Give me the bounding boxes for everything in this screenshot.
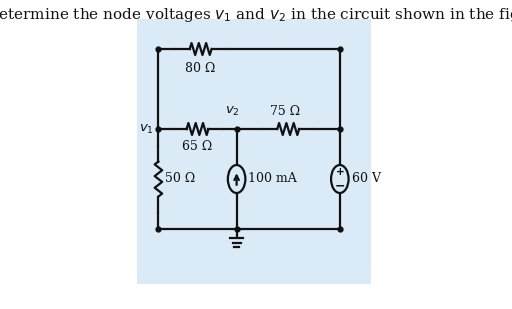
Text: 60 V: 60 V — [352, 172, 381, 185]
Text: 75 Ω: 75 Ω — [270, 105, 300, 118]
Text: 100 mA: 100 mA — [248, 172, 297, 185]
FancyBboxPatch shape — [137, 19, 371, 284]
Text: $v_2$: $v_2$ — [225, 105, 240, 118]
Circle shape — [228, 165, 245, 193]
Text: 65 Ω: 65 Ω — [182, 140, 212, 153]
Text: 2.  Determine the node voltages $v_1$ and $v_2$ in the circuit shown in the figu: 2. Determine the node voltages $v_1$ and… — [0, 6, 512, 24]
Text: +: + — [335, 167, 344, 177]
Text: $v_1$: $v_1$ — [139, 122, 154, 136]
Text: 80 Ω: 80 Ω — [185, 61, 216, 74]
Circle shape — [331, 165, 349, 193]
Text: −: − — [334, 179, 345, 192]
Text: 50 Ω: 50 Ω — [165, 172, 196, 185]
